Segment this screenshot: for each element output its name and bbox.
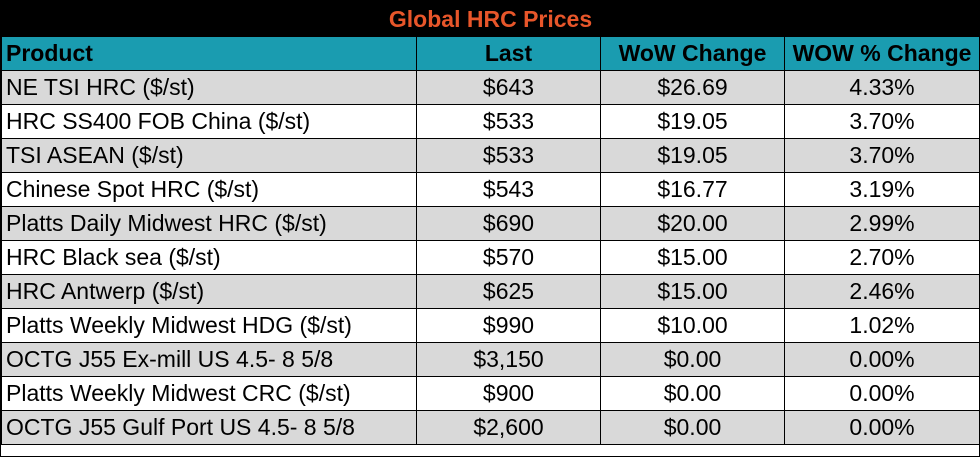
cell-wow-change: $19.05 xyxy=(600,138,785,173)
cell-wow-pct: 1.02% xyxy=(783,308,980,343)
cell-last: $533 xyxy=(416,104,601,139)
table-header-row: Product Last WoW Change WOW % Change xyxy=(1,36,980,71)
column-header-last: Last xyxy=(416,36,601,71)
cell-last: $3,150 xyxy=(416,342,601,377)
column-header-product: Product xyxy=(1,36,417,71)
cell-last: $533 xyxy=(416,138,601,173)
column-header-wow-pct-change: WOW % Change xyxy=(783,36,980,71)
table-row: TSI ASEAN ($/st) $533 $19.05 3.70% xyxy=(1,138,980,173)
global-hrc-prices-table: Global HRC Prices Product Last WoW Chang… xyxy=(0,1,980,445)
cell-wow-change: $10.00 xyxy=(600,308,785,343)
table-row: OCTG J55 Ex-mill US 4.5- 8 5/8 $3,150 $0… xyxy=(1,342,980,377)
table-body: NE TSI HRC ($/st) $643 $26.69 4.33% HRC … xyxy=(1,70,980,445)
table-row: Platts Weekly Midwest HDG ($/st) $990 $1… xyxy=(1,308,980,343)
cell-wow-change: $26.69 xyxy=(600,70,785,105)
cell-wow-pct: 2.46% xyxy=(783,274,980,309)
cell-wow-change: $15.00 xyxy=(600,240,785,275)
cell-last: $990 xyxy=(416,308,601,343)
cell-last: $643 xyxy=(416,70,601,105)
cell-wow-pct: 0.00% xyxy=(783,376,980,411)
cell-product: NE TSI HRC ($/st) xyxy=(1,70,417,105)
cell-wow-pct: 0.00% xyxy=(783,342,980,377)
cell-product: Chinese Spot HRC ($/st) xyxy=(1,172,417,207)
cell-wow-pct: 2.70% xyxy=(783,240,980,275)
cell-wow-pct: 3.70% xyxy=(783,104,980,139)
cell-last: $543 xyxy=(416,172,601,207)
cell-last: $900 xyxy=(416,376,601,411)
table-row: OCTG J55 Gulf Port US 4.5- 8 5/8 $2,600 … xyxy=(1,410,980,445)
cell-last: $2,600 xyxy=(416,410,601,445)
cell-wow-change: $0.00 xyxy=(600,410,785,445)
cell-wow-change: $0.00 xyxy=(600,342,785,377)
cell-product: OCTG J55 Ex-mill US 4.5- 8 5/8 xyxy=(1,342,417,377)
table-title: Global HRC Prices xyxy=(0,1,980,37)
cell-product: HRC SS400 FOB China ($/st) xyxy=(1,104,417,139)
cell-wow-pct: 0.00% xyxy=(783,410,980,445)
table-title-row: Global HRC Prices xyxy=(0,1,980,37)
table-row: NE TSI HRC ($/st) $643 $26.69 4.33% xyxy=(1,70,980,105)
cell-product: OCTG J55 Gulf Port US 4.5- 8 5/8 xyxy=(1,410,417,445)
cell-product: Platts Daily Midwest HRC ($/st) xyxy=(1,206,417,241)
cell-wow-change: $16.77 xyxy=(600,172,785,207)
table-row: Chinese Spot HRC ($/st) $543 $16.77 3.19… xyxy=(1,172,980,207)
cell-product: HRC Black sea ($/st) xyxy=(1,240,417,275)
table-row: HRC Black sea ($/st) $570 $15.00 2.70% xyxy=(1,240,980,275)
cell-product: HRC Antwerp ($/st) xyxy=(1,274,417,309)
column-header-wow-change: WoW Change xyxy=(600,36,785,71)
cell-wow-change: $19.05 xyxy=(600,104,785,139)
cell-product: Platts Weekly Midwest CRC ($/st) xyxy=(1,376,417,411)
cell-wow-pct: 3.70% xyxy=(783,138,980,173)
table-row: HRC SS400 FOB China ($/st) $533 $19.05 3… xyxy=(1,104,980,139)
cell-product: TSI ASEAN ($/st) xyxy=(1,138,417,173)
cell-last: $690 xyxy=(416,206,601,241)
cell-wow-change: $15.00 xyxy=(600,274,785,309)
table-row: HRC Antwerp ($/st) $625 $15.00 2.46% xyxy=(1,274,980,309)
cell-wow-pct: 4.33% xyxy=(783,70,980,105)
cell-wow-pct: 3.19% xyxy=(783,172,980,207)
cell-last: $625 xyxy=(416,274,601,309)
cell-wow-pct: 2.99% xyxy=(783,206,980,241)
table-row: Platts Daily Midwest HRC ($/st) $690 $20… xyxy=(1,206,980,241)
cell-wow-change: $20.00 xyxy=(600,206,785,241)
cell-wow-change: $0.00 xyxy=(600,376,785,411)
cell-last: $570 xyxy=(416,240,601,275)
cell-product: Platts Weekly Midwest HDG ($/st) xyxy=(1,308,417,343)
table-row: Platts Weekly Midwest CRC ($/st) $900 $0… xyxy=(1,376,980,411)
